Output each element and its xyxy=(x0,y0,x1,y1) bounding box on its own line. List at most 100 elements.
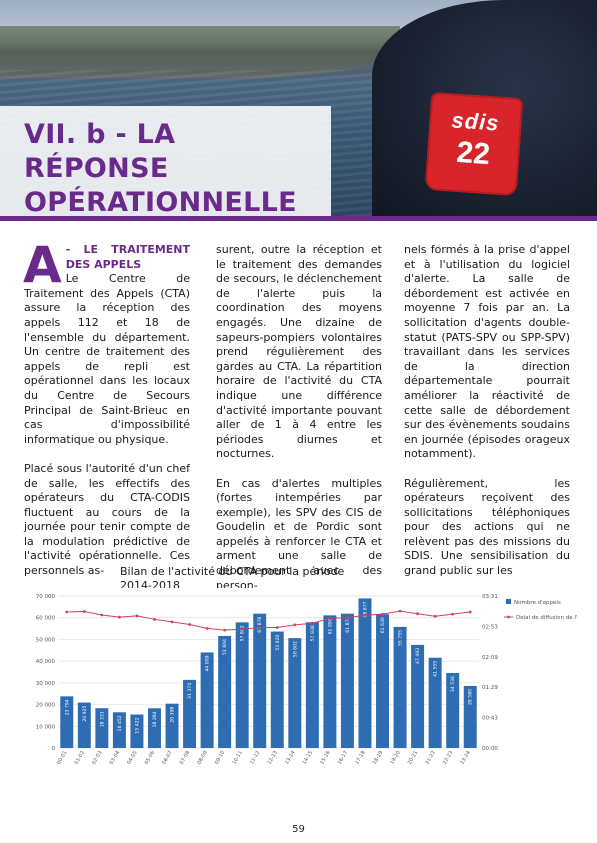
bar-data-label: 41 555 xyxy=(433,661,439,677)
chart-bar xyxy=(253,613,267,748)
y-right-tick-label: 00:00 xyxy=(482,746,498,752)
delay-point xyxy=(100,613,104,617)
legend-marker-delay xyxy=(507,615,510,619)
x-tick-label: 15-16 xyxy=(319,750,331,766)
bar-data-label: 15 422 xyxy=(134,717,140,733)
y-left-tick-label: 0 xyxy=(52,746,56,752)
delay-point xyxy=(117,615,121,619)
chart-bar xyxy=(112,712,126,748)
bar-data-label: 28 580 xyxy=(468,689,474,705)
bar-data-label: 61 090 xyxy=(327,618,333,634)
y-left-tick-label: 10 000 xyxy=(36,724,56,730)
chart-svg: Par tranche horaire 70 000 60 000 50 000 40 … xyxy=(26,588,578,766)
chart-bar xyxy=(270,631,284,748)
y-right-tick-label: 02:09 xyxy=(482,655,498,661)
chart-bar xyxy=(60,696,74,748)
delay-point xyxy=(363,614,367,617)
bar-data-label: 34 534 xyxy=(450,676,456,692)
chart-bar xyxy=(446,673,460,748)
x-tick-label: 07-08 xyxy=(179,750,191,766)
chart-title: Par tranche horaire xyxy=(26,588,84,589)
chart-bar xyxy=(463,685,477,748)
x-tick-label: 21-22 xyxy=(424,750,436,766)
delay-point xyxy=(65,610,69,614)
delay-point xyxy=(223,628,227,632)
x-tick-label: 00-01 xyxy=(56,750,68,766)
bar-data-label: 51 604 xyxy=(222,639,228,655)
y-left-tick-label: 70 000 xyxy=(36,594,56,600)
paragraph: Régulièrement, les opérateurs reçoivent … xyxy=(404,476,570,578)
x-tick-label: 04-05 xyxy=(126,750,138,766)
x-tick-label: 05-06 xyxy=(144,750,156,766)
text-column-1: A- LE TRAITEMENT DES APPELS Le Centre de … xyxy=(23,236,190,593)
x-tick-label: 01-02 xyxy=(74,750,86,766)
bar-data-label: 47 493 xyxy=(415,648,421,664)
paragraph: En cas d'alertes multiples (fortes intem… xyxy=(216,476,382,592)
y-left-tick-label: 60 000 xyxy=(36,616,56,622)
delay-line xyxy=(66,610,471,631)
drop-cap: A xyxy=(23,236,62,294)
chart-bar xyxy=(77,702,91,748)
delay-point xyxy=(205,626,209,630)
chart-bar xyxy=(218,635,232,748)
chart-bar xyxy=(411,644,425,748)
delay-point xyxy=(170,620,174,624)
x-tick-label: 02-03 xyxy=(91,750,103,766)
chart-bar xyxy=(183,679,197,748)
title-panel xyxy=(0,106,331,216)
delay-point xyxy=(135,614,139,618)
delay-point xyxy=(82,610,86,613)
delay-point xyxy=(258,626,262,629)
x-tick-label: 08-09 xyxy=(196,750,208,766)
y-left-tick-label: 50 000 xyxy=(36,637,56,643)
x-tick-label: 09-10 xyxy=(214,750,226,766)
chart-bar xyxy=(428,657,442,748)
paragraph: surent, outre la réception et le traitem… xyxy=(216,243,382,461)
legend-label-delay: Delai de diffusion de l'alerte xyxy=(516,615,578,621)
delay-point xyxy=(153,617,156,621)
chart-bar xyxy=(393,626,407,748)
chart-bar xyxy=(147,708,161,748)
x-tick-label: 10-11 xyxy=(231,750,243,766)
chart-bar xyxy=(305,622,319,748)
delay-point xyxy=(433,614,437,618)
delay-point xyxy=(468,610,472,614)
bar-data-label: 20 925 xyxy=(82,705,88,721)
chart-bar xyxy=(235,622,249,748)
x-tick-label: 20-21 xyxy=(407,750,419,766)
y-left-tick-label: 30 000 xyxy=(36,681,56,687)
bar-data-label: 57 862 xyxy=(240,625,246,641)
text-column-3: nels formés à la prise d'appel et à l'ut… xyxy=(404,243,570,593)
x-tick-label: 16-17 xyxy=(337,750,349,766)
chart-bar xyxy=(130,714,144,748)
x-tick-label: 22-23 xyxy=(442,750,454,766)
chart-bar xyxy=(323,615,337,748)
delay-point xyxy=(275,626,279,629)
bar-data-label: 31 374 xyxy=(187,683,193,699)
y-left-tick-label: 20 000 xyxy=(36,703,56,709)
activity-chart: Par tranche horaire 70 000 60 000 50 000 40 … xyxy=(24,588,578,774)
bar-data-label: 20 398 xyxy=(170,707,176,723)
bar-data-label: 61 630 xyxy=(380,617,386,633)
paragraph: nels formés à la prise d'appel et à l'ut… xyxy=(404,243,570,461)
paragraph: Placé sous l'autorité d'un chef de salle… xyxy=(24,461,190,578)
y-left-tick-label: 40 000 xyxy=(36,659,56,665)
y-right-tick-label: 02:53 xyxy=(482,624,498,630)
delay-point xyxy=(240,627,244,631)
bar-data-label: 57 938 xyxy=(310,625,316,641)
delay-point xyxy=(416,612,420,616)
x-tick-label: 12-13 xyxy=(267,750,279,766)
x-tick-label: 06-07 xyxy=(161,750,173,766)
delay-point xyxy=(398,609,402,613)
bar-data-label: 61 874 xyxy=(345,617,351,633)
delay-point xyxy=(328,617,332,620)
badge-text-22: 22 xyxy=(455,135,492,172)
x-tick-label: 23-24 xyxy=(459,750,471,766)
legend-label-calls: Nombre d'appels xyxy=(514,600,561,606)
delay-point xyxy=(188,623,191,626)
x-tick-label: 19-20 xyxy=(389,750,401,766)
coastline xyxy=(0,26,400,78)
x-tick-label: 03-04 xyxy=(109,750,121,766)
chart-bar xyxy=(340,613,354,748)
x-tick-label: 14-15 xyxy=(302,750,314,766)
